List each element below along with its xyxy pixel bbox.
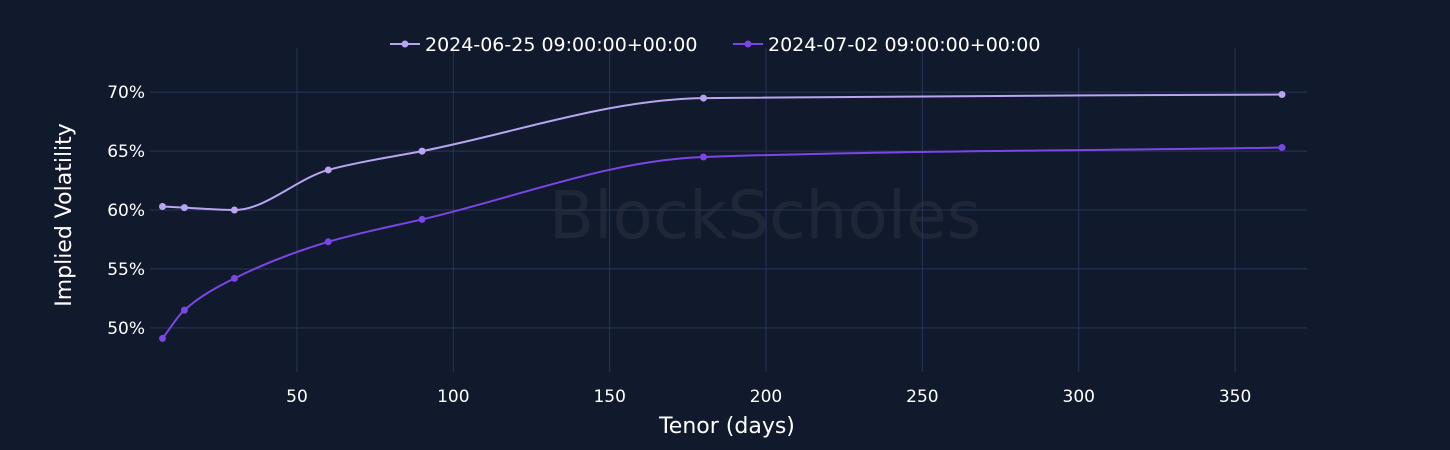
x-axis-ticks: 50 100 150 200 250 300 350 [286, 387, 1251, 407]
x-tick-label: 300 [1063, 387, 1095, 407]
legend-item[interactable]: 2024-06-25 09:00:00+00:00 [390, 34, 697, 56]
data-point [418, 215, 426, 223]
data-point [159, 334, 167, 342]
legend-label: 2024-06-25 09:00:00+00:00 [425, 34, 697, 56]
x-tick-label: 100 [437, 387, 469, 407]
data-point [699, 94, 707, 102]
data-point [180, 306, 188, 314]
data-point [180, 204, 188, 212]
legend-marker-icon [401, 40, 409, 48]
y-tick-label: 65% [107, 142, 145, 162]
data-point [324, 166, 332, 174]
data-point [324, 238, 332, 246]
legend-label: 2024-07-02 09:00:00+00:00 [768, 34, 1040, 56]
y-tick-label: 50% [107, 319, 145, 339]
data-point [699, 153, 707, 161]
y-tick-label: 55% [107, 260, 145, 280]
data-point [418, 147, 426, 155]
x-tick-label: 250 [906, 387, 938, 407]
data-point [230, 274, 238, 282]
grid [150, 48, 1307, 372]
data-point [1278, 144, 1286, 152]
x-tick-label: 150 [593, 387, 625, 407]
x-axis-title: Tenor (days) [658, 414, 795, 439]
y-tick-label: 60% [107, 201, 145, 221]
legend-item[interactable]: 2024-07-02 09:00:00+00:00 [733, 34, 1040, 56]
series-1 [159, 91, 1286, 214]
x-tick-label: 350 [1219, 387, 1251, 407]
data-point [230, 206, 238, 214]
series-layer [159, 91, 1286, 342]
watermark-text: BlockScholes [549, 177, 981, 254]
y-axis-title: Implied Volatility [52, 123, 77, 307]
data-point [1278, 91, 1286, 99]
legend-marker-icon [744, 40, 752, 48]
series-2 [159, 144, 1286, 342]
y-axis-ticks: 50% 55% 60% 65% 70% [107, 83, 145, 339]
x-tick-label: 200 [750, 387, 782, 407]
data-point [159, 202, 167, 210]
legend[interactable]: 2024-06-25 09:00:00+00:00 2024-07-02 09:0… [390, 34, 1040, 56]
y-tick-label: 70% [107, 83, 145, 103]
x-tick-label: 50 [286, 387, 308, 407]
